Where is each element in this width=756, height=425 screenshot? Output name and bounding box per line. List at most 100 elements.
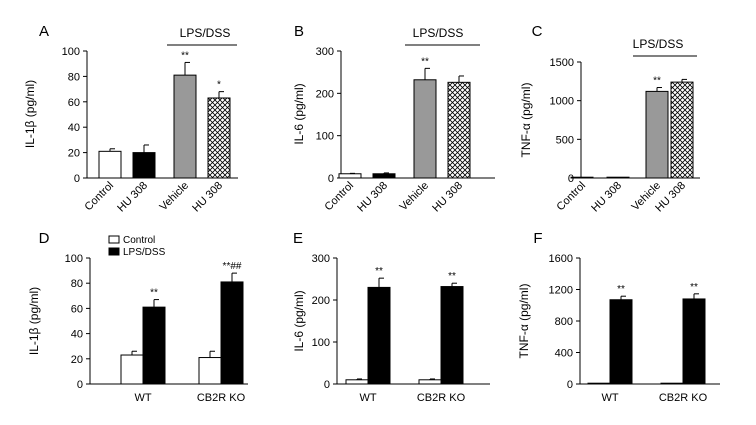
series-1-bar-1-significance: **## [223,261,242,272]
bar-2-significance: ** [181,50,189,61]
series-1-bar-0-bar [609,299,633,385]
y-tick-label: 400 [555,348,573,360]
y-tick-label: 20 [71,354,83,366]
y-tick-label: 200 [316,88,334,100]
series-1-bar-0-significance: ** [150,288,158,299]
bar-2-significance: ** [421,56,429,67]
y-tick-label: 100 [65,253,83,265]
y-tick-label: 60 [68,97,80,109]
group-label: LPS/DSS [413,26,464,40]
category-label: CB2R KO [417,392,466,404]
y-tick-label: 0 [324,379,330,391]
series-1-bar-1-bar [682,298,706,385]
y-tick-label: 60 [71,303,83,315]
y-tick-label: 80 [71,278,83,290]
y-axis-label: IL-1β (pg/ml) [27,287,41,355]
panel-label: A [39,23,49,40]
series-1-bar-1-bar [220,281,244,385]
bar-2-bar [413,79,437,179]
bar-0-bar [98,150,122,179]
y-tick-label: 80 [68,71,80,83]
category-label: WT [601,392,618,404]
y-axis-label: TNF-α (pg/ml) [519,83,533,158]
series-1-bar-0-significance: ** [375,266,383,277]
y-tick-label: 1000 [550,96,574,108]
bar-1-bar [132,152,156,179]
panel-label: D [39,230,50,247]
y-tick-label: 20 [68,148,80,160]
y-axis-label: IL-6 (pg/ml) [292,290,306,351]
series-0-bar-1-bar [198,357,222,385]
series-1-bar-0-bar [367,286,391,385]
group-label: LPS/DSS [633,37,684,51]
bar-2-significance: ** [653,76,661,87]
chart-F: 0 400 800 1200 1600 TNF-α (pg/ml) F ** WT ** CB2R … [517,230,720,404]
series-1-bar-1-bar [440,286,464,385]
category-label: HU 308 [190,180,225,215]
series-0-bar-0-bar [345,379,369,385]
y-tick-label: 200 [312,295,330,307]
legend-swatch [108,247,120,256]
category-label: HU 308 [430,180,465,215]
y-tick-label: 800 [555,316,573,328]
series-1-bar-0-significance: ** [617,284,625,295]
series-0-bar-0-bar [120,354,144,385]
series-1-bar-1-significance: ** [448,271,456,282]
bar-3-bar [670,81,694,179]
y-tick-label: 0 [568,173,574,185]
series-1-bar-0-bar [142,306,166,385]
y-tick-label: 40 [71,329,83,341]
bar-3-significance: * [217,80,221,91]
category-label: HU 308 [115,180,150,215]
y-tick-label: 0 [567,379,573,391]
y-tick-label: 100 [312,337,330,349]
y-tick-label: 100 [62,46,80,58]
category-label: CB2R KO [659,392,708,404]
chart-D: 0 20 40 60 80 100 IL-1β (pg/ml) D ** WT **## CB2R K… [27,230,248,404]
y-tick-label: 500 [556,134,574,146]
category-label: HU 308 [355,180,390,215]
bar-2-bar [645,90,669,179]
bar-3-bar [447,81,471,179]
series-0-bar-1-bar [418,379,442,385]
legend-swatch [108,235,120,244]
panel-label: E [293,230,303,247]
category-label: Vehicle [398,180,432,214]
panel-label: C [532,23,543,40]
bar-0-bar [338,173,362,179]
category-label: Control [83,180,117,214]
y-axis-label: IL-6 (pg/ml) [292,83,306,144]
y-tick-label: 300 [316,46,334,58]
series-1-bar-1-significance: ** [690,282,698,293]
panel-label: F [533,230,542,247]
y-axis-label: TNF-α (pg/ml) [517,284,531,359]
category-label: Vehicle [158,180,192,214]
category-label: WT [359,392,376,404]
y-tick-label: 1500 [550,57,574,69]
category-label: HU 308 [589,180,624,215]
category-label: CB2R KO [197,392,246,404]
category-label: WT [134,392,151,404]
legend-label: Control [123,235,155,246]
group-label: LPS/DSS [180,26,231,40]
y-tick-label: 300 [312,253,330,265]
panel-label: B [294,23,304,40]
bar-1-bar [372,173,396,179]
y-axis-label: IL-1β (pg/ml) [23,80,37,148]
legend-label: LPS/DSS [123,247,166,258]
bar-3-bar [207,97,231,179]
chart-E: 0 100 200 300 IL-6 (pg/ml) E ** WT ** CB2R KO [292,230,490,404]
y-tick-label: 0 [328,173,334,185]
y-tick-label: 0 [77,379,83,391]
y-tick-label: 1200 [549,285,573,297]
y-tick-label: 100 [316,131,334,143]
y-tick-label: 0 [74,173,80,185]
y-tick-label: 1600 [549,253,573,265]
bar-2-bar [173,74,197,179]
